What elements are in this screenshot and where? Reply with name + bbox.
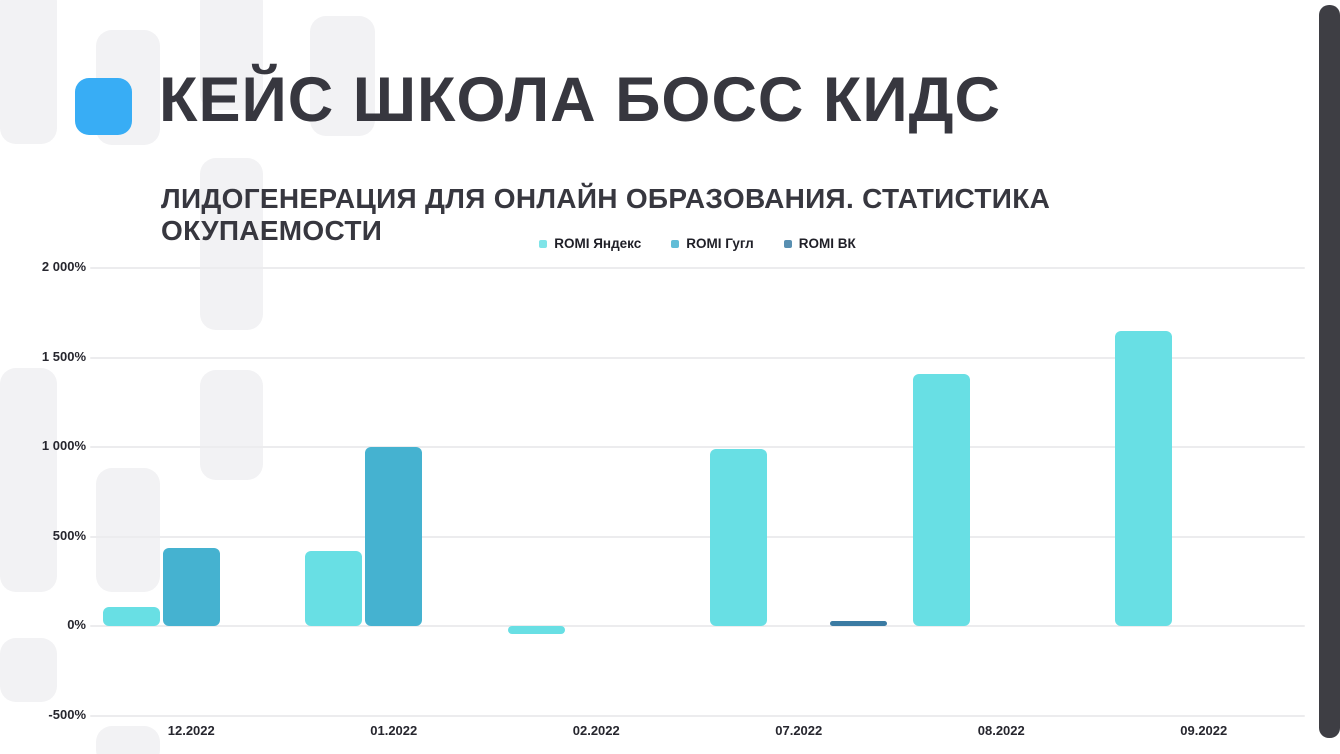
gridline	[90, 356, 1305, 359]
decor-right-bar	[1319, 5, 1340, 738]
bar-ROMI Гугл-01.2022	[365, 447, 423, 627]
decor-pill	[200, 370, 263, 480]
bar-ROMI Яндекс-12.2022	[102, 606, 160, 627]
y-axis-tick-label: 2 000%	[41, 259, 86, 274]
legend-marker-icon	[783, 239, 792, 248]
x-axis-tick-label: 12.2022	[167, 723, 215, 738]
legend-marker-icon	[671, 239, 680, 248]
decor-pill	[200, 0, 263, 110]
y-axis-tick-label: -500%	[48, 707, 86, 722]
legend-item: ROMI Яндекс	[539, 236, 641, 251]
decor-pill	[200, 158, 263, 330]
y-axis-tick-label: 0%	[67, 617, 86, 633]
decor-pill	[96, 468, 160, 592]
page-title: КЕЙС ШКОЛА БОСС КИДС	[159, 65, 1002, 135]
x-axis-tick-label: 08.2022	[977, 723, 1025, 738]
x-axis-tick-label: 09.2022	[1180, 723, 1228, 738]
gridline	[90, 446, 1305, 449]
gridline	[90, 625, 1305, 628]
decor-pill	[0, 0, 57, 144]
gridline	[90, 535, 1305, 538]
decor-pill	[0, 638, 57, 702]
legend-label: ROMI ВК	[798, 236, 856, 251]
plot-area	[90, 267, 1305, 717]
y-axis-tick-label: 500%	[52, 527, 86, 543]
x-axis-tick-label: 02.2022	[572, 723, 620, 738]
page-subtitle: ЛИДОГЕНЕРАЦИЯ ДЛЯ ОНЛАЙН ОБРАЗОВАНИЯ. СТ…	[161, 183, 1051, 247]
gridline	[90, 715, 1305, 717]
accent-square-icon	[75, 78, 132, 135]
gridline	[90, 267, 1305, 269]
legend-label: ROMI Гугл	[686, 236, 754, 251]
bar-ROMI Яндекс-02.2022	[507, 626, 565, 634]
bar-ROMI ВК-07.2022	[830, 621, 888, 627]
bar-ROMI Яндекс-08.2022	[912, 373, 970, 627]
y-axis-tick-label: 1 000%	[41, 438, 86, 454]
x-axis-tick-label: 07.2022	[775, 723, 823, 738]
legend-item: ROMI ВК	[783, 236, 856, 251]
x-axis-tick-label: 01.2022	[370, 723, 418, 738]
bar-ROMI Яндекс-07.2022	[710, 448, 768, 627]
bar-ROMI Яндекс-09.2022	[1115, 330, 1173, 627]
decor-pill	[0, 368, 57, 592]
bar-ROMI Гугл-12.2022	[162, 547, 220, 627]
chart-legend: ROMI Яндекс ROMI Гугл ROMI ВК	[90, 236, 1305, 251]
decor-pill	[310, 16, 375, 136]
decor-pill	[96, 726, 160, 754]
legend-marker-icon	[539, 239, 548, 248]
legend-label: ROMI Яндекс	[554, 236, 642, 251]
legend-item: ROMI Гугл	[671, 236, 754, 251]
bar-ROMI Яндекс-01.2022	[305, 551, 363, 627]
y-axis-tick-label: 1 500%	[41, 348, 86, 364]
